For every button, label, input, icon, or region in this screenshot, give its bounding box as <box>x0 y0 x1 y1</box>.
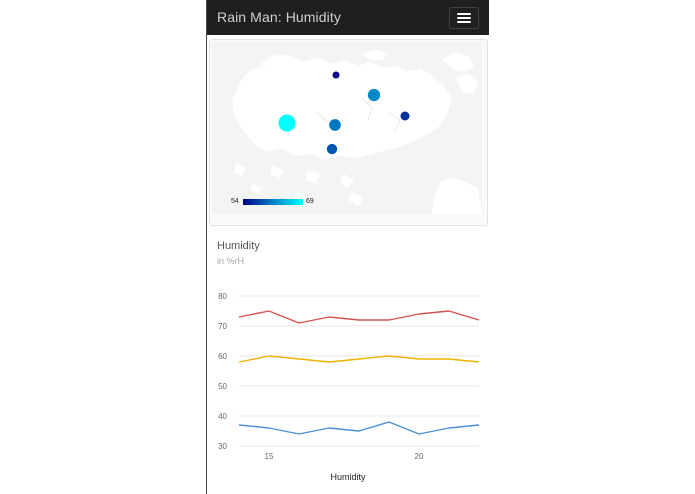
station-marker[interactable] <box>326 143 338 155</box>
station-marker[interactable] <box>329 119 341 131</box>
viewport-edge <box>206 0 207 494</box>
humidity-line-chart: 30 40 50 60 70 80 15 20 <box>218 292 480 461</box>
legend-min-label: 54 <box>231 198 239 205</box>
x-tick-label: 20 <box>415 452 424 461</box>
legend-max-label: 69 <box>306 198 314 205</box>
station-marker[interactable] <box>400 111 410 121</box>
station-marker[interactable] <box>278 114 296 132</box>
chart-subtitle: in %rH <box>217 256 245 266</box>
y-tick-label: 50 <box>218 382 227 391</box>
map-svg <box>232 50 482 214</box>
humidity-map[interactable]: 54 69 <box>212 42 482 214</box>
x-tick-label: 15 <box>265 452 274 461</box>
y-tick-label: 40 <box>218 412 227 421</box>
station-marker[interactable] <box>367 88 381 102</box>
legend-gradient-bar <box>243 199 303 205</box>
station-marker[interactable] <box>332 71 340 79</box>
station-markers <box>278 71 410 155</box>
map-panel: 54 69 <box>209 39 488 226</box>
y-tick-label: 60 <box>218 352 227 361</box>
y-tick-label: 80 <box>218 292 227 301</box>
y-tick-label: 70 <box>218 322 227 331</box>
singapore-island-shape <box>232 50 482 214</box>
app-title[interactable]: Rain Man: Humidity <box>217 9 341 25</box>
x-axis-label: Humidity <box>330 472 366 482</box>
coastline-details <box>315 97 401 133</box>
chart-title: Humidity <box>217 240 260 252</box>
navbar: Rain Man: Humidity <box>207 0 489 35</box>
app-viewport: Rain Man: Humidity <box>207 0 489 494</box>
series-line[interactable] <box>238 421 480 435</box>
hamburger-menu-button[interactable] <box>449 7 479 29</box>
y-tick-label: 30 <box>218 442 227 451</box>
series-line[interactable] <box>238 355 480 363</box>
series-line[interactable] <box>238 310 480 324</box>
